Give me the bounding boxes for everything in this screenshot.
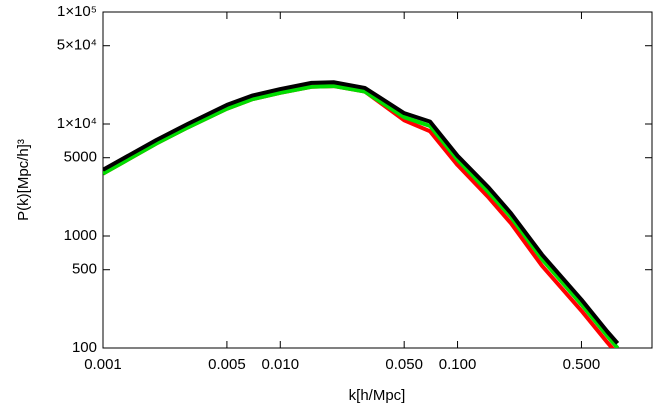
x-tick-label: 0.010 bbox=[262, 356, 300, 373]
x-tick-label: 0.001 bbox=[84, 356, 122, 373]
series-line bbox=[103, 84, 620, 348]
y-tick-label: 1000 bbox=[64, 227, 97, 244]
x-tick-label: 0.100 bbox=[439, 356, 477, 373]
y-tick-label: 100 bbox=[72, 339, 97, 356]
y-tick-label: 5×10⁴ bbox=[57, 37, 97, 54]
plot-frame bbox=[102, 11, 653, 349]
y-tick-label: 1×10⁵ bbox=[57, 3, 97, 20]
x-tick-label: 0.500 bbox=[563, 356, 601, 373]
x-axis-label: k[h/Mpc] bbox=[349, 387, 406, 404]
y-tick-label: 5000 bbox=[64, 149, 97, 166]
y-axis-label: P(k)[Mpc/h]³ bbox=[15, 139, 32, 221]
y-tick-label: 500 bbox=[72, 261, 97, 278]
y-tick-label: 1×10⁴ bbox=[57, 115, 97, 132]
x-tick-label: 0.050 bbox=[385, 356, 423, 373]
x-tick-label: 0.005 bbox=[208, 356, 246, 373]
series-line bbox=[103, 80, 620, 345]
